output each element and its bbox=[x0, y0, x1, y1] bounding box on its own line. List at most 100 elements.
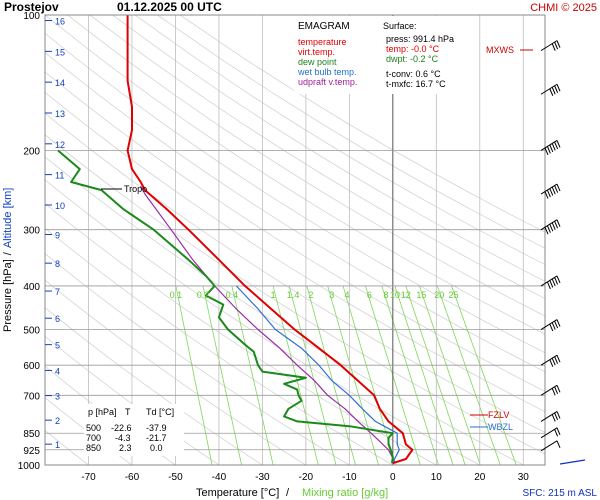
mixing-ratio-line bbox=[231, 285, 274, 465]
wind-barb-flag bbox=[554, 221, 559, 229]
altitude-tick-label: 7 bbox=[55, 287, 60, 297]
mixing-ratio-label: 10 bbox=[390, 290, 400, 300]
mixing-ratio-label: 15 bbox=[416, 290, 426, 300]
wind-barb-flag bbox=[549, 144, 554, 153]
altitude-tick-label: 11 bbox=[55, 171, 64, 181]
wind-barb bbox=[540, 83, 561, 96]
mixing-ratio-label: 1 bbox=[271, 290, 276, 300]
wind-barb-flag bbox=[554, 185, 559, 193]
wind-barb-flag bbox=[556, 354, 561, 363]
wind-barbs bbox=[540, 40, 586, 465]
mixing-ratio-label: 12 bbox=[401, 290, 411, 300]
wind-barb-flag bbox=[551, 222, 556, 230]
temperature-tick-label: 0 bbox=[390, 472, 396, 483]
pressure-tick-label: 925 bbox=[23, 446, 40, 457]
pressure-tick-label: 300 bbox=[23, 226, 40, 237]
temperature-tick-label: 10 bbox=[431, 472, 443, 483]
pressure-tick-label: 600 bbox=[23, 361, 40, 372]
altitude-tick-label: 4 bbox=[55, 366, 60, 376]
altitude-tick-label: 1 bbox=[55, 440, 60, 450]
temperature-tick-label: -60 bbox=[125, 472, 140, 483]
mixing-ratio-line bbox=[451, 285, 517, 465]
table-cell: -37.9 bbox=[146, 423, 167, 433]
wind-barb bbox=[540, 384, 561, 396]
mixing-ratio-label: 0.1 bbox=[170, 290, 183, 300]
wind-barb-flag bbox=[554, 386, 559, 394]
wind-barb-flag bbox=[551, 43, 556, 51]
mixing-ratio-label: 4 bbox=[345, 290, 350, 300]
plot-frame bbox=[44, 14, 546, 466]
altitude-tick-label: 13 bbox=[55, 109, 65, 119]
altitude-tick-label: 12 bbox=[55, 140, 65, 150]
legend-item-wet-bulb: wet bulb temp. bbox=[297, 67, 357, 77]
wind-barb-flag bbox=[556, 140, 561, 148]
pressure-tick-label: 100 bbox=[23, 11, 40, 22]
table-cell: -4.3 bbox=[115, 433, 131, 443]
temperature-tick-label: -50 bbox=[168, 472, 183, 483]
y-axis-title-sep: / bbox=[2, 251, 14, 255]
series-line-dew-point bbox=[57, 149, 394, 464]
y-axis-title-pressure: Pressure [hPa] bbox=[2, 259, 14, 332]
dry-adiabat-line bbox=[45, 32, 545, 354]
wind-barb-flag bbox=[546, 281, 551, 290]
wind-barb-flag bbox=[556, 319, 561, 327]
wind-barb-flag bbox=[551, 143, 556, 151]
mixing-ratio-line bbox=[202, 285, 242, 465]
wind-barb-flag bbox=[556, 183, 561, 192]
table-cell: 850 bbox=[86, 443, 101, 453]
y-axis-title-altitude: Altitude [km] bbox=[2, 188, 14, 249]
fzlv-label: FZLV bbox=[488, 410, 509, 420]
table-cell: 0.0 bbox=[150, 443, 163, 453]
table-cell: 2.3 bbox=[119, 443, 132, 453]
dry-adiabat-line bbox=[89, 15, 545, 300]
wind-barb-flag bbox=[556, 440, 561, 449]
series-line-wet-bulb-temp bbox=[235, 285, 400, 464]
wind-barb-flag bbox=[551, 87, 556, 95]
wind-barb-flag bbox=[549, 359, 554, 367]
wind-barb bbox=[540, 219, 561, 235]
legend-item-virt-temp: virt.temp. bbox=[298, 47, 335, 57]
wind-barb-flag bbox=[551, 186, 556, 195]
altitude-tick-label: 8 bbox=[55, 259, 60, 269]
legend-box bbox=[294, 16, 378, 94]
mixing-ratio-line bbox=[288, 285, 337, 465]
surface-press: press: 991.4 hPa bbox=[386, 34, 454, 44]
level-table-bg bbox=[84, 404, 184, 456]
wind-barb bbox=[540, 183, 561, 199]
mixing-ratio-line bbox=[342, 285, 396, 465]
dry-adiabat-line bbox=[112, 15, 545, 282]
series-line-udpraft-v-temp bbox=[140, 185, 396, 464]
datetime-title: 01.12.2025 00 UTC bbox=[117, 0, 222, 14]
altitude-tick-label: 5 bbox=[55, 341, 60, 351]
wind-barb-flag bbox=[544, 147, 549, 156]
wind-barb-shaft bbox=[540, 440, 558, 452]
pressure-tick-label: 700 bbox=[23, 391, 40, 402]
temperature-tick-label: -30 bbox=[255, 472, 270, 483]
wind-barb-flag bbox=[546, 189, 551, 198]
wind-barb bbox=[540, 410, 561, 422]
dry-adiabat-line bbox=[179, 15, 545, 233]
pressure-tick-labels: 100 200 300 400 500 600 700 850 925 1000 bbox=[18, 11, 41, 472]
mixing-ratio-line bbox=[419, 285, 481, 465]
wind-barb-flag bbox=[546, 146, 551, 154]
altitude-tick-label: 10 bbox=[55, 201, 65, 211]
dry-adiabat-line bbox=[45, 15, 545, 335]
mixing-ratio-labels: 0.1 0.2 0.4 1 1.4 2 3 4 6 8 10 12 15 20 25 bbox=[170, 290, 459, 300]
wind-barb-flag bbox=[556, 427, 561, 435]
dry-adiabat-line bbox=[157, 15, 545, 249]
wind-barb-flag bbox=[554, 429, 559, 437]
mixing-ratio-label: 1.4 bbox=[287, 290, 300, 300]
y-axis-title: Pressure [hPa] / Altitude [km] bbox=[2, 188, 14, 332]
wind-barb-flag bbox=[554, 141, 559, 150]
altitude-tick-label: 16 bbox=[55, 17, 65, 27]
mixing-ratio-line bbox=[436, 285, 501, 465]
series-line-temperature bbox=[126, 15, 414, 465]
wind-barb-flag bbox=[556, 84, 561, 92]
wind-barb-flag bbox=[544, 191, 549, 199]
altitude-tick-label: 14 bbox=[55, 78, 65, 88]
tropo-label: Tropo bbox=[124, 184, 147, 194]
mixing-ratio-label: 3 bbox=[329, 290, 334, 300]
mixing-ratio-label: 20 bbox=[434, 290, 444, 300]
mxws-label: MXWS bbox=[486, 45, 514, 55]
